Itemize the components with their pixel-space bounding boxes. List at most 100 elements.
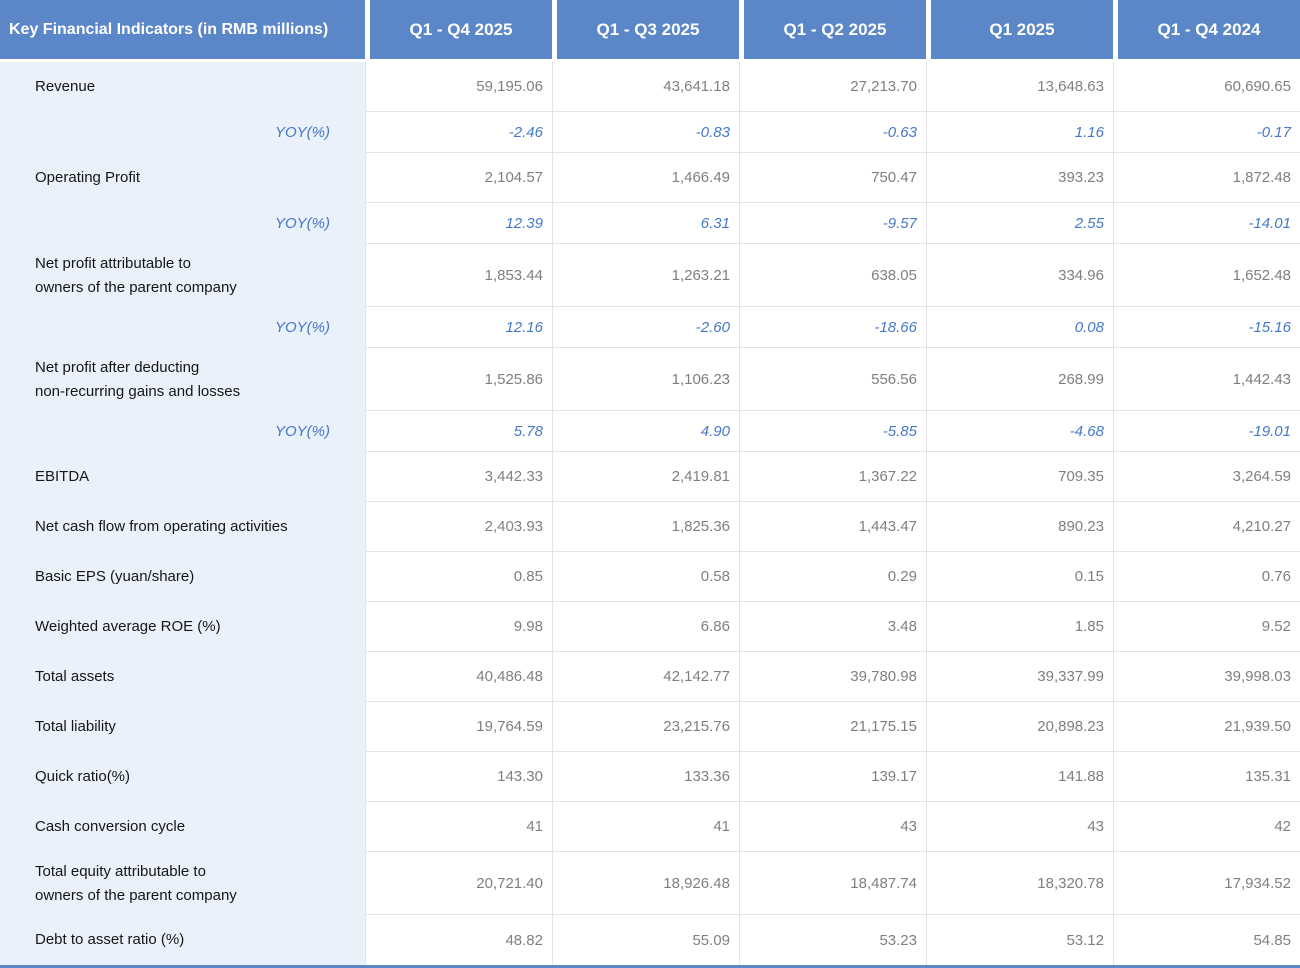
table-row: Net cash flow from operating activities 2… xyxy=(0,502,1300,552)
metric-value-cell: 750.47 xyxy=(739,153,926,203)
table-row: Basic EPS (yuan/share) 0.85 0.58 0.29 0.15 0.… xyxy=(0,552,1300,602)
metric-value-cell: 1,825.36 xyxy=(552,502,739,552)
metric-value-cell: 133.36 xyxy=(552,752,739,802)
indicator-label: Operating Profit xyxy=(0,153,365,203)
metric-value-cell: 556.56 xyxy=(739,348,926,411)
metric-value-cell: 709.35 xyxy=(926,452,1113,502)
yoy-value-cell: -0.17 xyxy=(1113,112,1300,153)
metric-value-cell: 13,648.63 xyxy=(926,62,1113,112)
indicator-label: Cash conversion cycle xyxy=(0,802,365,852)
table-row-yoy: YOY(%) 5.78 4.90 -5.85 -4.68 -19.01 xyxy=(0,411,1300,452)
yoy-label: YOY(%) xyxy=(0,112,365,153)
yoy-value-cell: 12.16 xyxy=(365,307,552,348)
metric-value-cell: 1,525.86 xyxy=(365,348,552,411)
metric-value-cell: 0.29 xyxy=(739,552,926,602)
metric-value-cell: 60,690.65 xyxy=(1113,62,1300,112)
metric-value-cell: 1,652.48 xyxy=(1113,244,1300,307)
metric-value-cell: 141.88 xyxy=(926,752,1113,802)
metric-value-cell: 1,263.21 xyxy=(552,244,739,307)
metric-value-cell: 2,403.93 xyxy=(365,502,552,552)
yoy-value-cell: 0.08 xyxy=(926,307,1113,348)
column-header-period: Q1 - Q4 2024 xyxy=(1113,0,1300,62)
metric-value-cell: 19,764.59 xyxy=(365,702,552,752)
yoy-label: YOY(%) xyxy=(0,411,365,452)
metric-value-cell: 1,853.44 xyxy=(365,244,552,307)
metric-value-cell: 43 xyxy=(739,802,926,852)
table-title-header: Key Financial Indicators (in RMB million… xyxy=(0,0,365,62)
table-row: Debt to asset ratio (%) 48.82 55.09 53.23 53… xyxy=(0,915,1300,965)
metric-value-cell: 55.09 xyxy=(552,915,739,965)
metric-value-cell: 42,142.77 xyxy=(552,652,739,702)
metric-value-cell: 1,106.23 xyxy=(552,348,739,411)
metric-value-cell: 3.48 xyxy=(739,602,926,652)
metric-value-cell: 20,721.40 xyxy=(365,852,552,915)
indicator-label: Basic EPS (yuan/share) xyxy=(0,552,365,602)
indicator-label: Net profit attributable to owners of the… xyxy=(0,244,365,307)
yoy-value-cell: -15.16 xyxy=(1113,307,1300,348)
metric-value-cell: 40,486.48 xyxy=(365,652,552,702)
indicator-label: Net profit after deducting non-recurring… xyxy=(0,348,365,411)
metric-value-cell: 59,195.06 xyxy=(365,62,552,112)
metric-value-cell: 268.99 xyxy=(926,348,1113,411)
metric-value-cell: 334.96 xyxy=(926,244,1113,307)
metric-value-cell: 43,641.18 xyxy=(552,62,739,112)
metric-value-cell: 21,175.15 xyxy=(739,702,926,752)
metric-value-cell: 39,337.99 xyxy=(926,652,1113,702)
metric-value-cell: 54.85 xyxy=(1113,915,1300,965)
metric-value-cell: 0.76 xyxy=(1113,552,1300,602)
table-row: Revenue 59,195.06 43,641.18 27,213.70 13,648… xyxy=(0,62,1300,112)
header-row: Key Financial Indicators (in RMB million… xyxy=(0,0,1300,62)
table-row: EBITDA 3,442.33 2,419.81 1,367.22 709.35 3,26… xyxy=(0,452,1300,502)
yoy-value-cell: -2.46 xyxy=(365,112,552,153)
metric-value-cell: 0.58 xyxy=(552,552,739,602)
metric-value-cell: 48.82 xyxy=(365,915,552,965)
metric-value-cell: 2,419.81 xyxy=(552,452,739,502)
metric-value-cell: 18,320.78 xyxy=(926,852,1113,915)
yoy-value-cell: -18.66 xyxy=(739,307,926,348)
metric-value-cell: 1,466.49 xyxy=(552,153,739,203)
metric-value-cell: 53.23 xyxy=(739,915,926,965)
table-row-yoy: YOY(%) 12.39 6.31 -9.57 2.55 -14.01 xyxy=(0,203,1300,244)
yoy-value-cell: 12.39 xyxy=(365,203,552,244)
metric-value-cell: 43 xyxy=(926,802,1113,852)
metric-value-cell: 890.23 xyxy=(926,502,1113,552)
metric-value-cell: 39,998.03 xyxy=(1113,652,1300,702)
metric-value-cell: 3,442.33 xyxy=(365,452,552,502)
yoy-value-cell: -19.01 xyxy=(1113,411,1300,452)
yoy-label: YOY(%) xyxy=(0,203,365,244)
yoy-value-cell: -0.63 xyxy=(739,112,926,153)
metric-value-cell: 9.98 xyxy=(365,602,552,652)
column-header-period: Q1 - Q3 2025 xyxy=(552,0,739,62)
column-header-period: Q1 - Q4 2025 xyxy=(365,0,552,62)
metric-value-cell: 20,898.23 xyxy=(926,702,1113,752)
metric-value-cell: 135.31 xyxy=(1113,752,1300,802)
indicator-label: Debt to asset ratio (%) xyxy=(0,915,365,965)
metric-value-cell: 39,780.98 xyxy=(739,652,926,702)
indicator-label: Net cash flow from operating activities xyxy=(0,502,365,552)
yoy-value-cell: 6.31 xyxy=(552,203,739,244)
metric-value-cell: 638.05 xyxy=(739,244,926,307)
metric-value-cell: 0.85 xyxy=(365,552,552,602)
metric-value-cell: 1,443.47 xyxy=(739,502,926,552)
indicator-label: Weighted average ROE (%) xyxy=(0,602,365,652)
metric-value-cell: 139.17 xyxy=(739,752,926,802)
indicator-label: EBITDA xyxy=(0,452,365,502)
indicator-label: Total equity attributable to owners of t… xyxy=(0,852,365,915)
table-row: Quick ratio(%) 143.30 133.36 139.17 141.88 13… xyxy=(0,752,1300,802)
yoy-label: YOY(%) xyxy=(0,307,365,348)
table-row-yoy: YOY(%) 12.16 -2.60 -18.66 0.08 -15.16 xyxy=(0,307,1300,348)
indicator-label: Total assets xyxy=(0,652,365,702)
table-row: Total assets 40,486.48 42,142.77 39,780.98 3… xyxy=(0,652,1300,702)
table-row: Net profit attributable to owners of the… xyxy=(0,244,1300,307)
yoy-value-cell: -5.85 xyxy=(739,411,926,452)
table-row: Total liability 19,764.59 23,215.76 21,175.… xyxy=(0,702,1300,752)
metric-value-cell: 17,934.52 xyxy=(1113,852,1300,915)
indicator-label: Total liability xyxy=(0,702,365,752)
metric-value-cell: 1,442.43 xyxy=(1113,348,1300,411)
metric-value-cell: 393.23 xyxy=(926,153,1113,203)
metric-value-cell: 41 xyxy=(552,802,739,852)
metric-value-cell: 0.15 xyxy=(926,552,1113,602)
table-row: Cash conversion cycle 41 41 43 43 42 xyxy=(0,802,1300,852)
yoy-value-cell: 2.55 xyxy=(926,203,1113,244)
indicator-label: Revenue xyxy=(0,62,365,112)
